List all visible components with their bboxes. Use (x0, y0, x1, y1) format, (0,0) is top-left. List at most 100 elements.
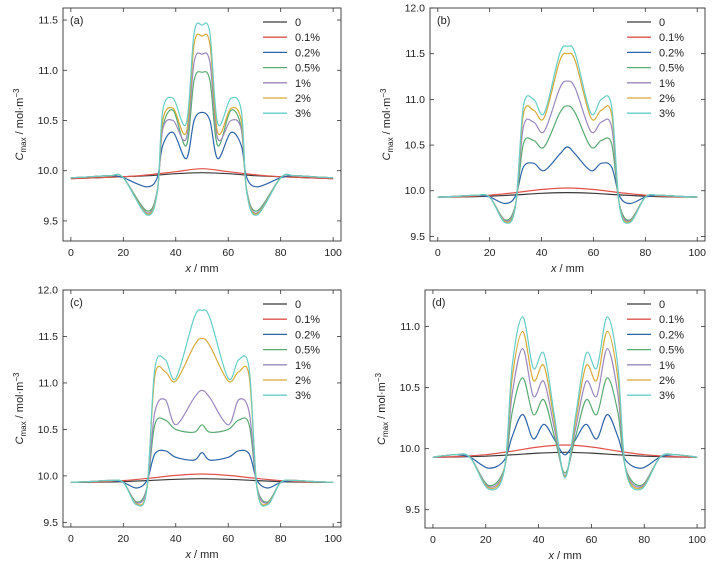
y-tick-label: 10.0 (400, 443, 421, 455)
x-tick-label: 60 (588, 247, 600, 259)
legend-label: 0 (295, 17, 301, 29)
x-tick-label: 60 (222, 247, 234, 259)
legend-label: 3% (659, 390, 675, 402)
plot-frame (62, 289, 342, 528)
series-line-3pct (70, 22, 334, 216)
x-tick-label: 0 (68, 533, 74, 545)
series-line-0-2pct (70, 111, 334, 188)
x-tick-label: 0 (68, 247, 74, 259)
x-tick-label: 20 (117, 533, 129, 545)
x-tick-label: 20 (117, 247, 129, 259)
legend-label: 0.1% (659, 314, 684, 326)
panel-label: (c) (70, 297, 83, 309)
y-tick-label: 11.5 (38, 331, 58, 343)
legend-label: 0.5% (659, 345, 684, 357)
legend-label: 0.2% (295, 47, 320, 59)
y-tick-label: 9.5 (410, 231, 425, 243)
x-axis-label: x / mm (550, 263, 584, 275)
y-tick-label: 10.5 (38, 115, 59, 127)
series-line-0 (437, 191, 698, 198)
plot-frame (429, 7, 706, 242)
series-line-0-2pct (432, 413, 698, 469)
legend-label: 1% (295, 360, 311, 372)
series-line-0-5pct (70, 71, 334, 212)
x-tick-label: 0 (435, 247, 441, 259)
x-tick-label: 100 (688, 247, 706, 259)
series-line-0 (432, 451, 698, 458)
series-line-0-5pct (437, 105, 698, 221)
y-tick-label: 10.0 (405, 185, 426, 197)
legend-label: 0 (659, 299, 665, 311)
legend-label: 0.5% (659, 63, 684, 75)
legend-label: 0.2% (659, 329, 684, 341)
legend-label: 1% (659, 360, 675, 372)
y-tick-label: 11.0 (400, 321, 420, 333)
y-tick-label: 12.0 (38, 285, 59, 297)
x-tick-label: 80 (638, 534, 650, 546)
y-tick-label: 10.5 (400, 382, 421, 394)
panel-label: (d) (432, 297, 445, 309)
plot-frame (62, 7, 342, 242)
legend-label: 0.1% (659, 32, 684, 44)
y-tick-label: 11.5 (405, 48, 425, 60)
series-line-3pct (437, 45, 698, 224)
legend-label: 1% (295, 78, 311, 90)
series-line-2pct (432, 330, 698, 490)
y-axis-label: Cmax / mol·m−3 (374, 372, 390, 444)
series-group (70, 22, 334, 216)
x-axis-label: x / mm (185, 263, 219, 275)
y-tick-label: 11.5 (38, 15, 58, 27)
x-tick-label: 80 (639, 247, 651, 259)
series-line-0-2pct (70, 449, 334, 489)
x-tick-label: 80 (275, 533, 287, 545)
series-group (432, 316, 698, 491)
series-group (70, 309, 334, 507)
y-axis-label: Cmax / mol·m−3 (12, 88, 28, 160)
y-tick-label: 10.0 (38, 165, 59, 177)
series-line-1pct (432, 347, 698, 488)
x-tick-label: 20 (484, 247, 496, 259)
x-tick-label: 80 (275, 247, 287, 259)
x-tick-label: 40 (533, 534, 545, 546)
legend-label: 2% (295, 375, 311, 387)
y-tick-label: 9.5 (405, 504, 420, 516)
y-tick-label: 9.5 (43, 215, 58, 227)
legend-label: 3% (295, 390, 311, 402)
legend-label: 0.5% (295, 345, 320, 357)
chart-panel: 0 20 40 60 80 100 9.5 10.0 10.5 11.0 11.5 x / mm Cma… (12, 7, 342, 275)
legend-label: 2% (659, 375, 675, 387)
y-tick-label: 11.0 (405, 94, 425, 106)
series-line-1pct (70, 389, 334, 504)
legend-label: 2% (659, 93, 675, 105)
series-line-0-2pct (437, 146, 698, 205)
series-line-1pct (70, 52, 334, 214)
x-tick-label: 60 (222, 533, 234, 545)
y-tick-label: 10.0 (38, 470, 59, 482)
legend-label: 0 (295, 299, 301, 311)
series-line-3pct (432, 316, 698, 491)
plot-frame (424, 289, 706, 529)
panel-label: (a) (70, 15, 83, 27)
x-tick-label: 100 (324, 533, 342, 545)
chart-panel: 0 20 40 60 80 100 9.5 10.0 10.5 11.0 11.5 12.0 x / m… (12, 285, 342, 562)
legend-label: 0.5% (295, 63, 320, 75)
series-line-2pct (70, 33, 334, 215)
y-axis-label: Cmax / mol·m−3 (379, 88, 395, 160)
x-tick-label: 40 (536, 247, 548, 259)
x-tick-label: 100 (324, 247, 342, 259)
x-axis-label: x / mm (548, 550, 582, 562)
series-line-0 (70, 478, 334, 483)
legend-label: 0.2% (659, 47, 684, 59)
series-line-0-5pct (70, 417, 334, 503)
y-tick-label: 11.0 (38, 65, 58, 77)
legend-label: 3% (295, 108, 311, 120)
x-tick-label: 60 (586, 534, 598, 546)
y-tick-label: 11.0 (38, 377, 58, 389)
legend-label: 0.1% (295, 32, 320, 44)
panel-label: (b) (437, 15, 450, 27)
x-tick-label: 40 (170, 247, 182, 259)
series-group (437, 45, 698, 224)
x-tick-label: 0 (430, 534, 436, 546)
x-tick-label: 20 (480, 534, 492, 546)
